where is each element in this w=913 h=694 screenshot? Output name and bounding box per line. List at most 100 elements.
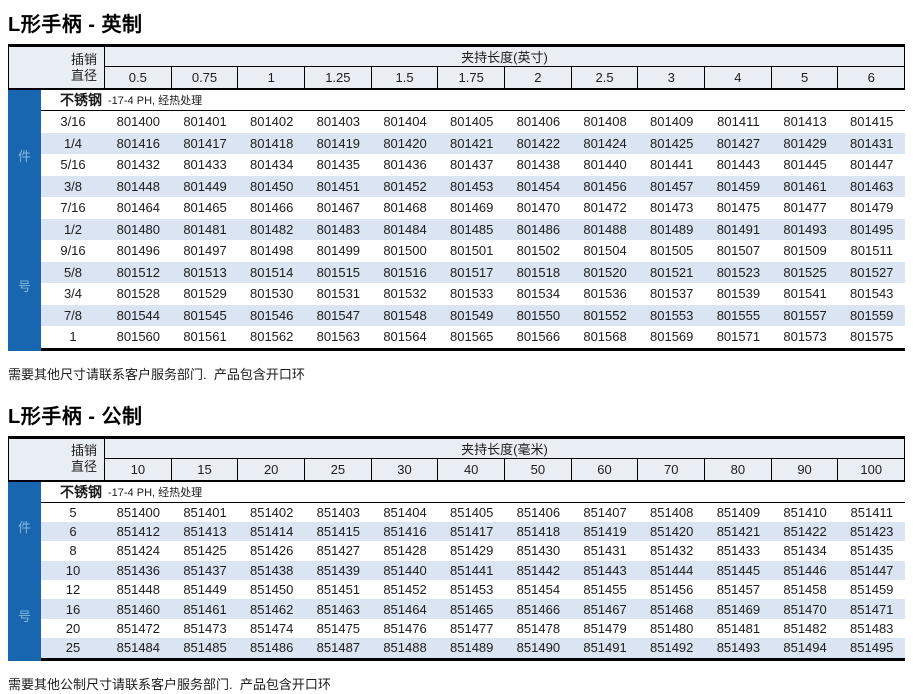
part-number-cell: 851472 <box>116 621 161 637</box>
column-header-cell: 80 <box>704 458 771 480</box>
pin-diameter-header: 插销 直径 <box>9 47 105 88</box>
part-number-cell: 801431 <box>850 135 894 151</box>
part-number-cell: 801417 <box>183 135 227 151</box>
part-number-cell: 801523 <box>716 264 761 280</box>
part-number-cell: 801441 <box>650 157 694 173</box>
part-number-cell: 851425 <box>183 543 227 559</box>
part-number-cell: 801403 <box>316 114 361 130</box>
column-header-cell: 3 <box>637 67 704 88</box>
table-row: 10 851436 851437 851438 851439 851440 851441 85… <box>41 560 905 581</box>
parts-table-metric: 插销 直径 夹持长度(毫米) 10 15 20 25 30 40 50 60 70 80 90 100… <box>8 435 905 661</box>
parts-table-imperial: 插销 直径 夹持长度(英寸) 0.5 0.75 1 1.25 1.5 1.75 2 2.5 3 4… <box>8 44 905 351</box>
part-number-cell: 801557 <box>783 307 827 323</box>
part-number-cell: 801404 <box>383 114 427 130</box>
part-number-cell: 801531 <box>316 286 361 302</box>
column-header-cell: 5 <box>770 67 838 88</box>
sidebar-char-bottom: 号 <box>17 278 31 294</box>
part-number-cell: 801475 <box>716 200 761 216</box>
part-number-cell: 801548 <box>383 307 427 323</box>
part-number-cell: 801468 <box>383 200 427 216</box>
column-header-cell: 50 <box>504 458 571 480</box>
material-row: 不锈钢 -17-4 PH, 经热处理 <box>41 482 905 503</box>
part-number-cell: 801499 <box>316 243 361 259</box>
part-number-cell: 851432 <box>650 543 694 559</box>
part-number-cell: 851482 <box>783 621 827 637</box>
part-number-cell: 801450 <box>249 178 294 194</box>
column-header-area: 夹持长度(英寸) 0.5 0.75 1 1.25 1.5 1.75 2 2.5 3 4 5 6 <box>105 47 904 88</box>
column-header-cell: 1.75 <box>437 67 504 88</box>
part-number-cell: 851476 <box>383 621 427 637</box>
part-number-cell: 801504 <box>583 243 627 259</box>
part-number-cell: 851475 <box>316 621 361 637</box>
part-number-cell: 801569 <box>650 329 694 345</box>
part-number-cell: 801419 <box>316 135 361 151</box>
section-divider-gap <box>8 383 905 397</box>
data-rows: 3/16 801400 801401 801402 801403 801404 801405… <box>41 111 905 348</box>
part-number-cell: 851440 <box>383 562 427 578</box>
part-number-cell: 851448 <box>116 582 161 598</box>
part-number-cell: 801416 <box>116 135 161 151</box>
table-body: 件 号 不锈钢 -17-4 PH, 经热处理 3/16 801400 801401 8… <box>8 90 905 351</box>
part-number-cell: 851400 <box>116 504 161 520</box>
part-number-cell: 801448 <box>116 178 161 194</box>
part-number-cell: 801496 <box>116 243 161 259</box>
part-number-cell: 851428 <box>383 543 427 559</box>
part-number-cell: 801443 <box>716 157 761 173</box>
part-number-cell: 851462 <box>249 601 294 617</box>
row-label: 16 <box>65 601 81 617</box>
table-row: 3/8 801448 801449 801450 801451 801452 801453 8… <box>41 175 905 197</box>
part-number-cell: 851444 <box>650 562 694 578</box>
part-number-cell: 851406 <box>516 504 561 520</box>
part-number-cell: 801401 <box>183 114 227 130</box>
part-number-cell: 851483 <box>850 621 894 637</box>
part-number-cell: 851438 <box>249 562 294 578</box>
part-number-cell: 851401 <box>183 504 227 520</box>
part-number-cell: 851429 <box>450 543 494 559</box>
page-title-metric: L形手柄 - 公制 <box>8 405 143 428</box>
column-header-cell: 1.25 <box>304 67 371 88</box>
row-label: 5 <box>69 504 77 520</box>
sidebar-char-top: 件 <box>17 148 31 164</box>
part-number-cell: 851431 <box>583 543 627 559</box>
part-number-cell: 801520 <box>583 264 627 280</box>
table-row: 5 851400 851401 851402 851403 851404 851405 851… <box>41 503 905 522</box>
column-header-area: 夹持长度(毫米) 10 15 20 25 30 40 50 60 70 80 90 100 <box>105 439 904 480</box>
part-number-cell: 801547 <box>316 307 361 323</box>
part-number-cell: 801489 <box>650 221 694 237</box>
part-number-cell: 851419 <box>583 524 627 540</box>
table-row: 5/16 801432 801433 801434 801435 801436 801437… <box>41 154 905 176</box>
part-number-cell: 801464 <box>116 200 161 216</box>
pin-diameter-line1: 插销 <box>70 443 97 459</box>
part-number-cell: 801488 <box>583 221 627 237</box>
part-number-cell: 801509 <box>783 243 827 259</box>
part-number-cell: 801447 <box>850 157 894 173</box>
part-number-cell: 801498 <box>249 243 294 259</box>
table-row: 9/16 801496 801497 801498 801499 801500 801501… <box>41 240 905 262</box>
part-number-cell: 851427 <box>316 543 361 559</box>
part-number-cell: 851403 <box>316 504 361 520</box>
part-number-cell: 851443 <box>583 562 627 578</box>
part-number-cell: 851450 <box>249 582 294 598</box>
row-label: 9/16 <box>60 243 86 259</box>
part-number-cell: 801515 <box>316 264 361 280</box>
part-number-cell: 851430 <box>516 543 561 559</box>
row-label: 7/8 <box>63 307 83 323</box>
part-number-cell: 851426 <box>249 543 294 559</box>
part-number-cell: 801553 <box>650 307 694 323</box>
part-number-cell: 851458 <box>783 582 827 598</box>
part-number-cell: 801481 <box>183 221 227 237</box>
part-number-cell: 851457 <box>716 582 761 598</box>
part-number-cell: 801502 <box>516 243 561 259</box>
part-number-cell: 801420 <box>383 135 427 151</box>
row-label: 12 <box>65 582 81 598</box>
part-number-cell: 851417 <box>450 524 494 540</box>
table-header: 插销 直径 夹持长度(毫米) 10 15 20 25 30 40 50 60 70 80 90 100 <box>8 435 905 482</box>
part-number-cell: 851473 <box>183 621 227 637</box>
part-number-cell: 801549 <box>450 307 494 323</box>
part-number-cell: 851474 <box>249 621 294 637</box>
column-header-cell: 90 <box>770 458 838 480</box>
row-label: 5/8 <box>63 264 83 280</box>
part-number-cell: 801514 <box>249 264 294 280</box>
part-number-cell: 851442 <box>516 562 561 578</box>
